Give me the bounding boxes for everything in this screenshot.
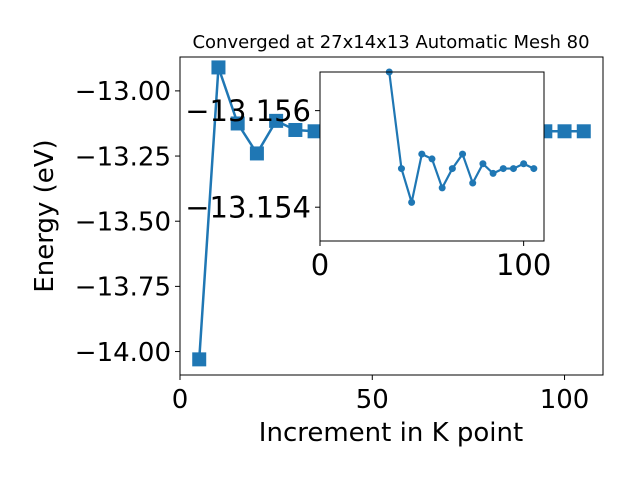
main-y-tick-label: −13.75 [75, 273, 171, 303]
main-point [307, 124, 322, 139]
inset-point [530, 165, 538, 173]
inset-point [459, 150, 467, 158]
main-chart: Converged at 27x14x13 Automatic Mesh 80 … [30, 32, 604, 448]
main-point [557, 124, 572, 139]
main-y-tick-label: −13.25 [75, 142, 171, 172]
main-y-tick-label: −14.00 [75, 338, 171, 368]
main-point [230, 116, 245, 131]
inset-x-tick-label: 0 [311, 248, 329, 282]
inset-series-markers [385, 68, 538, 206]
main-point [288, 122, 303, 137]
inset-y-ticks: −13.156 −13.154 [185, 94, 320, 225]
inset-y-tick-label: −13.154 [185, 191, 311, 225]
inset-point [489, 169, 497, 177]
inset-point [418, 150, 426, 158]
main-y-tick-label: −13.50 [75, 208, 171, 238]
main-point [249, 146, 264, 161]
chart-title: Converged at 27x14x13 Automatic Mesh 80 [192, 32, 589, 53]
main-y-ticks: −14.00 −13.75 −13.50 −13.25 −13.00 [75, 77, 180, 368]
inset-point [520, 160, 528, 168]
inset-point [408, 198, 416, 206]
inset-point [428, 155, 436, 163]
main-point [192, 352, 207, 367]
main-plot-frame [179, 56, 604, 376]
main-point [211, 60, 226, 75]
main-series-line [197, 67, 584, 360]
inset-point [479, 160, 487, 168]
inset-x-ticks: 0 100 [311, 241, 551, 282]
inset-plot-frame [319, 71, 545, 242]
main-point [576, 124, 591, 139]
inset-y-tick-label: −13.156 [185, 94, 311, 128]
inset-point [438, 184, 446, 192]
main-line [197, 67, 584, 360]
main-x-ticks: 0 50 100 [172, 375, 590, 415]
x-axis-label: Increment in K point [259, 418, 523, 448]
main-point [269, 113, 284, 128]
inset-point [448, 165, 456, 173]
main-x-tick-label: 100 [540, 385, 590, 415]
inset-point [509, 165, 517, 173]
main-x-tick-label: 0 [172, 385, 189, 415]
main-x-tick-label: 50 [356, 385, 389, 415]
inset-point [397, 165, 405, 173]
inset-point [469, 179, 477, 187]
y-axis-label: Energy (eV) [30, 139, 60, 292]
main-y-tick-label: −13.00 [75, 77, 171, 107]
inset-chart: 0 100 −13.156 −13.154 [185, 68, 551, 282]
inset-x-tick-label: 100 [496, 248, 551, 282]
main-series-markers [192, 60, 591, 367]
inset-point [499, 165, 507, 173]
